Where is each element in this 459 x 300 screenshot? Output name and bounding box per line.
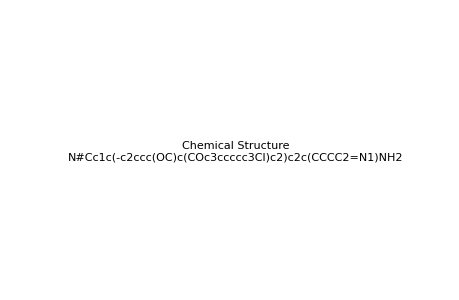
Text: Chemical Structure
N#Cc1c(-c2ccc(OC)c(COc3ccccc3Cl)c2)c2c(CCCC2=N1)NH2: Chemical Structure N#Cc1c(-c2ccc(OC)c(CO… [68,141,403,162]
